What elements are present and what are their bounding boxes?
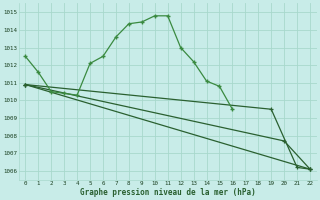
X-axis label: Graphe pression niveau de la mer (hPa): Graphe pression niveau de la mer (hPa) — [80, 188, 256, 197]
